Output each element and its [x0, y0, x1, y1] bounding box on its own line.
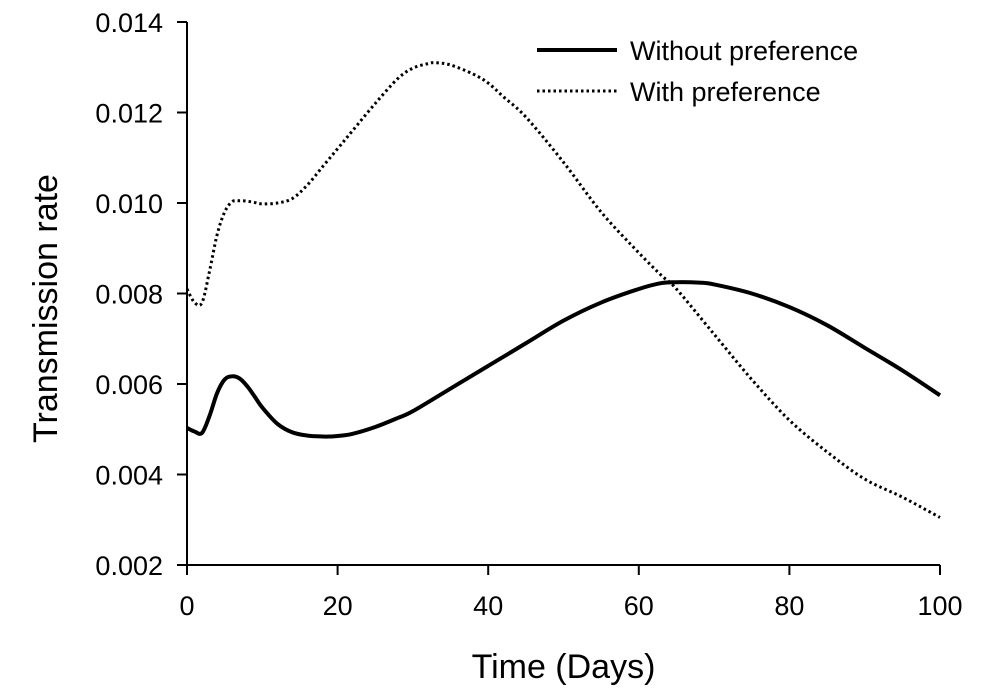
- series-line-with-preference: [185, 61, 941, 519]
- y-tick-label: 0.014: [95, 8, 163, 38]
- y-tick-label: 0.004: [95, 461, 163, 491]
- x-tick-label: 0: [179, 591, 194, 621]
- y-tick-label: 0.010: [95, 189, 163, 219]
- legend: Without preference With preference: [537, 36, 858, 107]
- x-tick-label: 60: [624, 591, 654, 621]
- x-tick-label: 40: [473, 591, 503, 621]
- y-tick-label: 0.002: [95, 551, 163, 581]
- y-tick-label: 0.008: [95, 280, 163, 310]
- series-layer: [185, 61, 942, 519]
- x-axis-title: Time (Days): [472, 648, 656, 686]
- y-axis-title: Transmission rate: [27, 174, 65, 443]
- axes: [186, 22, 940, 566]
- x-tick-label: 100: [917, 591, 962, 621]
- y-tick-label: 0.012: [95, 99, 163, 129]
- x-axis-ticks: 0 20 40 60 80 100: [179, 565, 963, 621]
- y-axis-ticks: 0.002 0.004 0.006 0.008 0.010 0.012 0.014: [95, 8, 187, 581]
- x-tick-label: 20: [323, 591, 353, 621]
- x-tick-label: 80: [774, 591, 804, 621]
- series-line-without-preference: [186, 280, 942, 439]
- legend-label-without-preference: Without preference: [630, 36, 858, 66]
- y-tick-label: 0.006: [95, 370, 163, 400]
- legend-label-with-preference: With preference: [630, 77, 821, 107]
